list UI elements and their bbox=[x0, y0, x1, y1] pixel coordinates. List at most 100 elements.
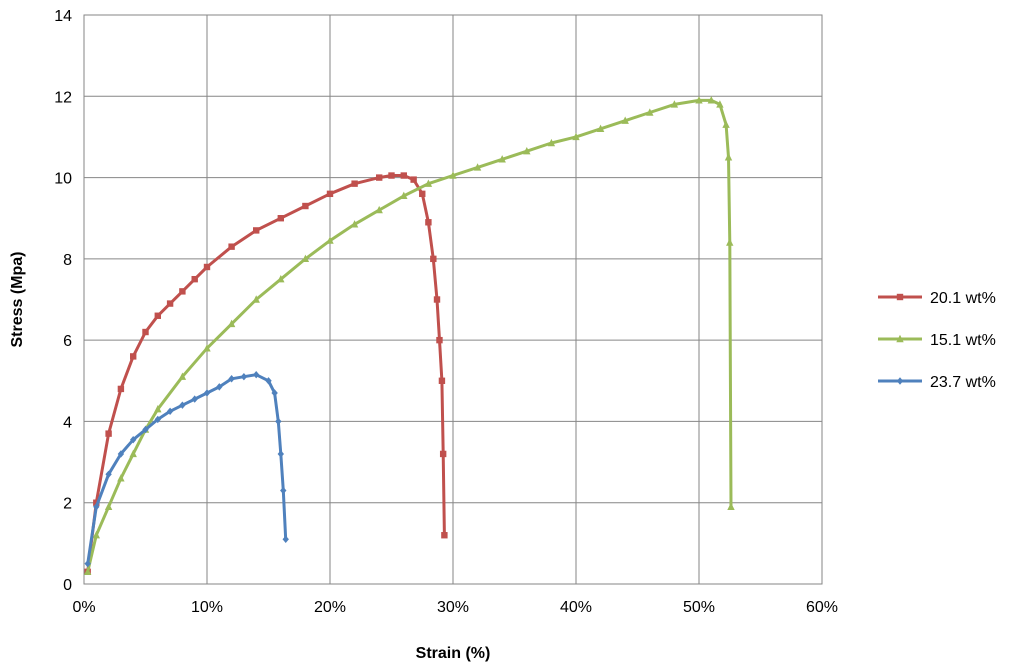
y-axis-title: Stress (Mpa) bbox=[9, 251, 26, 347]
data-point bbox=[301, 254, 310, 263]
plot-area-frame bbox=[83, 14, 823, 585]
series-line bbox=[86, 174, 446, 574]
data-point bbox=[191, 395, 198, 403]
data-point bbox=[716, 100, 724, 108]
series-2 bbox=[83, 96, 735, 576]
series-1 bbox=[84, 172, 448, 576]
data-point bbox=[104, 502, 113, 510]
data-point bbox=[191, 275, 198, 283]
data-point bbox=[142, 328, 149, 336]
legend-item: 20.1 wt% bbox=[878, 290, 996, 307]
data-point bbox=[179, 401, 186, 409]
legend-label: 23.7 wt% bbox=[930, 374, 996, 391]
data-point bbox=[621, 116, 629, 124]
legend-marker bbox=[896, 377, 904, 385]
legend-marker bbox=[896, 334, 904, 343]
data-point bbox=[271, 389, 278, 397]
data-point bbox=[253, 370, 260, 379]
data-point bbox=[375, 205, 383, 214]
y-tick-label: 4 bbox=[63, 414, 72, 431]
data-point bbox=[670, 100, 679, 108]
data-point bbox=[430, 255, 437, 263]
y-tick-label: 6 bbox=[63, 333, 72, 350]
x-tick-label: 40% bbox=[560, 599, 592, 616]
legend-marker bbox=[896, 293, 904, 301]
data-point bbox=[203, 344, 211, 352]
data-point bbox=[178, 372, 187, 380]
legend-item: 15.1 wt% bbox=[878, 332, 996, 349]
data-point bbox=[83, 567, 92, 576]
data-point bbox=[154, 415, 161, 424]
data-point bbox=[388, 172, 395, 179]
data-point bbox=[596, 124, 605, 132]
data-point bbox=[154, 312, 161, 319]
data-point bbox=[203, 389, 211, 397]
data-point bbox=[646, 108, 654, 116]
data-point bbox=[105, 470, 112, 478]
data-point bbox=[326, 236, 334, 244]
data-point bbox=[572, 132, 580, 141]
data-point bbox=[441, 532, 448, 539]
data-point bbox=[130, 353, 137, 360]
data-point bbox=[93, 503, 100, 511]
series-3 bbox=[84, 370, 289, 568]
data-point bbox=[436, 336, 443, 344]
data-point bbox=[302, 202, 309, 210]
data-point bbox=[400, 191, 408, 200]
data-point bbox=[265, 377, 272, 385]
tick-labels: 0% 10% 20% 30% 40% 50% 60% 0 2 4 6 8 10 12 14 bbox=[54, 8, 838, 616]
y-tick-label: 8 bbox=[63, 252, 72, 269]
data-point bbox=[275, 417, 282, 426]
data-point bbox=[523, 146, 531, 155]
data-point bbox=[473, 163, 482, 171]
series-line bbox=[86, 98, 733, 574]
data-point bbox=[227, 319, 236, 328]
data-point bbox=[216, 383, 223, 391]
y-tick-label: 14 bbox=[54, 8, 72, 25]
data-point bbox=[203, 263, 211, 271]
data-point bbox=[277, 450, 284, 458]
data-point bbox=[84, 559, 91, 568]
data-point bbox=[277, 215, 284, 222]
data-point bbox=[425, 219, 432, 226]
data-point bbox=[280, 486, 287, 495]
data-point bbox=[179, 288, 186, 295]
data-point bbox=[117, 474, 125, 482]
data-point bbox=[228, 243, 235, 250]
y-tick-label: 12 bbox=[54, 89, 72, 106]
series-layer bbox=[83, 96, 735, 576]
data-point bbox=[727, 502, 735, 510]
data-point bbox=[695, 96, 703, 104]
x-tick-label: 20% bbox=[314, 599, 346, 616]
data-point bbox=[424, 179, 433, 187]
data-point bbox=[351, 180, 358, 187]
data-point bbox=[253, 227, 260, 234]
data-point bbox=[105, 430, 112, 437]
data-point bbox=[726, 238, 734, 246]
data-point bbox=[117, 450, 125, 458]
data-point bbox=[498, 155, 506, 163]
data-point bbox=[376, 174, 383, 181]
data-point bbox=[129, 449, 137, 458]
data-point bbox=[438, 377, 446, 384]
data-point bbox=[419, 190, 426, 198]
data-point bbox=[117, 385, 125, 393]
x-tick-label: 0% bbox=[72, 599, 95, 616]
data-point bbox=[166, 407, 174, 415]
data-point bbox=[130, 436, 137, 444]
data-point bbox=[240, 373, 248, 381]
y-tick-label: 10 bbox=[54, 171, 72, 188]
data-point bbox=[449, 171, 457, 179]
x-tick-label: 50% bbox=[683, 599, 715, 616]
data-point bbox=[92, 531, 100, 539]
data-point bbox=[439, 450, 447, 458]
data-point bbox=[142, 425, 149, 434]
x-axis-title: Strain (%) bbox=[416, 645, 491, 662]
data-point bbox=[707, 96, 715, 104]
data-point bbox=[350, 220, 359, 228]
x-tick-label: 60% bbox=[806, 599, 838, 616]
data-point bbox=[400, 172, 407, 179]
data-point bbox=[252, 295, 260, 303]
data-point bbox=[326, 190, 334, 198]
